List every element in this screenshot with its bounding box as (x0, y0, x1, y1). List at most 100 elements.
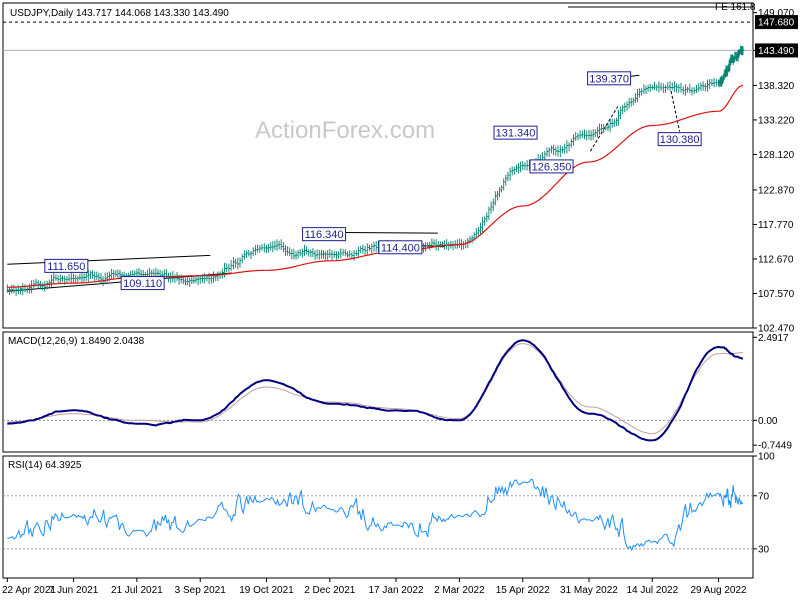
price-bar (263, 243, 266, 253)
price-bar (24, 284, 27, 293)
price-bar (241, 253, 244, 264)
x-tick-label: 21 Jul 2021 (111, 585, 163, 596)
price-bar (274, 240, 277, 251)
price-bar (213, 271, 216, 283)
x-tick-label: 14 Jul 2022 (626, 585, 678, 596)
price-bar (667, 82, 670, 91)
price-bar (248, 249, 251, 257)
x-tick-label: 15 Apr 2022 (496, 585, 550, 596)
price-bar (573, 134, 576, 146)
price-bar (360, 245, 363, 253)
price-bar (304, 244, 307, 256)
price-bar (620, 106, 623, 120)
price-bar (232, 257, 235, 270)
price-bar (509, 167, 512, 181)
price-bar (314, 250, 317, 261)
price-bar (581, 130, 584, 138)
price-bar (106, 272, 109, 283)
price-bar (588, 129, 591, 140)
price-bar (318, 250, 321, 260)
price-bar (66, 276, 69, 284)
price-bar (37, 279, 40, 289)
price-bar (193, 276, 196, 284)
price-bar (312, 248, 315, 258)
price-bar (669, 81, 672, 91)
macd-y-tick-label: 2.4917 (758, 333, 789, 344)
price-bar (68, 274, 71, 282)
price-bar (204, 273, 207, 284)
last-price-badge-box (755, 43, 798, 58)
price-bar (306, 246, 309, 255)
price-bar (425, 242, 428, 252)
price-y-tick-label: 102.470 (758, 324, 795, 335)
price-bar (191, 275, 194, 285)
price-bar (564, 143, 567, 154)
price-label-box (120, 276, 165, 291)
level-badge-box (755, 15, 798, 30)
price-y-tick-label: 117.770 (758, 220, 794, 231)
price-bar (702, 81, 705, 91)
price-bar (83, 273, 86, 283)
price-bar (553, 144, 556, 155)
price-bar (42, 282, 45, 291)
price-bar (94, 271, 97, 282)
price-label-box (529, 159, 574, 174)
price-bar (647, 84, 650, 92)
price-bar (507, 172, 510, 182)
price-bar (622, 104, 625, 115)
price-bar (501, 185, 504, 193)
price-bar (257, 244, 260, 253)
price-bar (515, 164, 518, 173)
price-bar (628, 98, 631, 109)
price-bar (592, 129, 595, 140)
price-y-tick-label: 112.670 (758, 254, 794, 265)
price-bar (615, 117, 618, 127)
dashed-projection-line (670, 90, 681, 132)
price-bar (696, 85, 699, 94)
price-bar (575, 131, 578, 141)
price-bar (340, 248, 343, 259)
price-bar (429, 241, 432, 250)
price-bar (100, 272, 103, 284)
price-bar (351, 251, 354, 259)
price-bar (221, 268, 224, 279)
price-bar (689, 83, 692, 94)
price-bar (550, 145, 553, 154)
price-bar (272, 241, 275, 253)
annotation-layer: 111.650 109.110 116.340 114.400 131.340 126.3… (44, 71, 702, 291)
price-label-box (44, 258, 89, 273)
price-bar (651, 84, 654, 90)
price-label: 114.400 (381, 242, 420, 254)
price-bar (673, 81, 676, 92)
price-label-box (493, 125, 538, 140)
price-bar (79, 273, 82, 281)
price-bar (678, 84, 681, 93)
rsi-panel-frame (2, 455, 754, 579)
price-bar (230, 259, 233, 271)
price-bar (482, 216, 485, 233)
price-bar (70, 273, 73, 283)
price-y-tick-label: 133.220 (758, 115, 795, 126)
price-bar (362, 244, 365, 254)
price-bar (475, 227, 478, 238)
price-bar (237, 257, 240, 270)
price-bar (20, 286, 23, 295)
x-tick-label: 31 May 2022 (560, 585, 618, 596)
price-bar (268, 243, 271, 253)
price-bar (494, 191, 497, 206)
price-bar (671, 82, 674, 91)
price-title: USDJPY,Daily 143.717 144.068 143.330 143… (10, 8, 229, 19)
price-bar (684, 84, 687, 96)
price-bar (325, 251, 328, 260)
macd-title: MACD(12,26,9) 1.8490 2.0438 (8, 336, 145, 347)
price-bar (96, 271, 99, 280)
price-bar (226, 263, 229, 273)
price-bar (707, 79, 710, 92)
price-bar (471, 235, 474, 244)
price-bar (73, 273, 76, 283)
price-bar (480, 222, 483, 236)
price-bar (596, 126, 599, 138)
price-label: 139.370 (589, 73, 629, 85)
